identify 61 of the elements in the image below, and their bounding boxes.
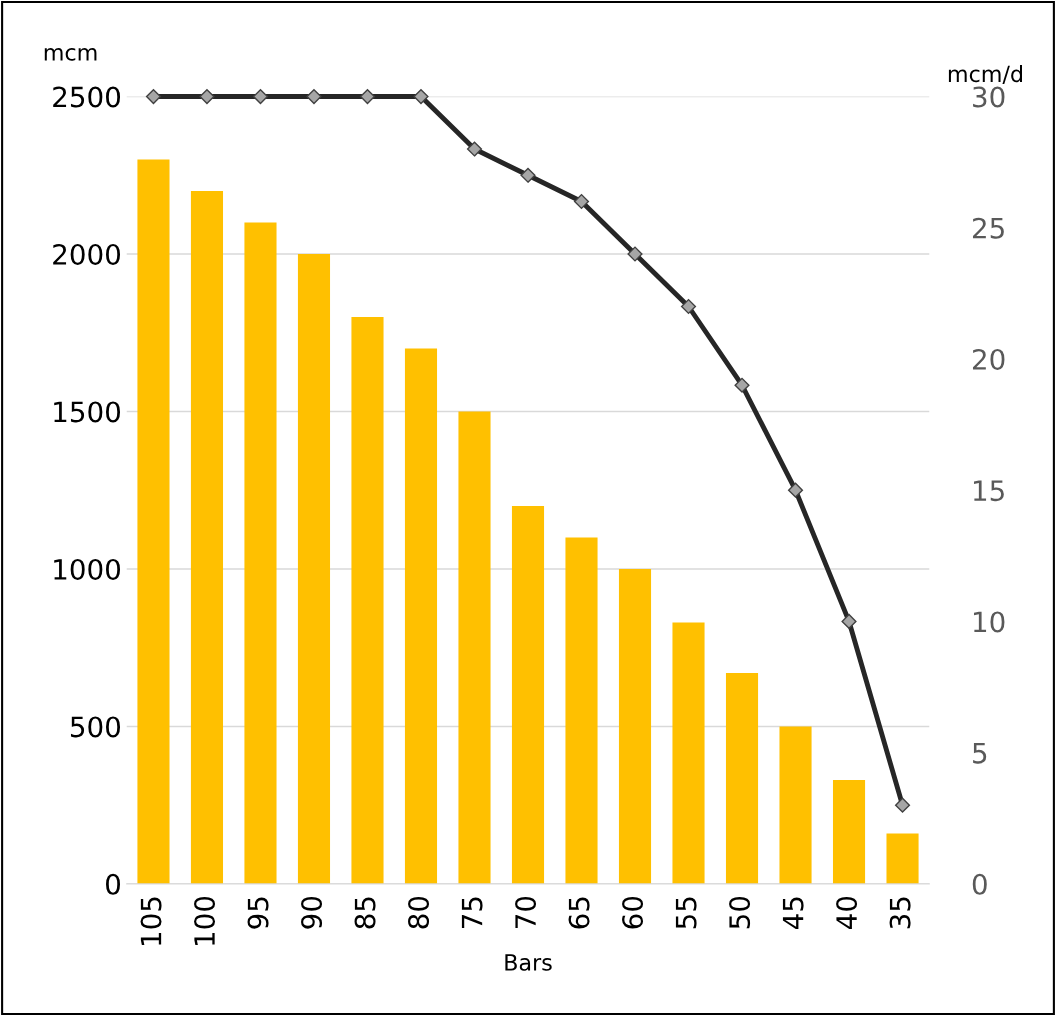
point [413, 88, 429, 105]
y-tick-label: 500 [70, 716, 121, 738]
x-tick-label: 35 [889, 897, 911, 929]
x-tick-label: 75 [461, 897, 483, 929]
x-tick-label: 65 [568, 897, 590, 929]
y2-tick-label: 5 [973, 742, 987, 764]
bar [618, 568, 652, 884]
y-axis-title: mcm [44, 47, 97, 61]
y2-axis-title: mcm/d [948, 65, 1022, 84]
bar [190, 191, 224, 884]
x-tick-label: 50 [729, 896, 751, 929]
bar [297, 254, 331, 884]
bar [725, 672, 759, 884]
bar [511, 505, 545, 884]
x-tick-label: 55 [675, 897, 697, 929]
bar [137, 159, 170, 884]
y-tick-label: 2500 [53, 86, 121, 108]
y-tick-label: 2000 [53, 243, 121, 265]
point [359, 88, 376, 105]
y2-tick-label: 15 [974, 480, 1004, 502]
point [627, 246, 643, 262]
x-tick-label: 100 [194, 896, 216, 945]
point [734, 377, 750, 393]
x-tick-label: 70 [515, 896, 537, 929]
point [306, 88, 322, 105]
point [145, 88, 162, 105]
x-tick-label: 80 [408, 896, 430, 929]
bar [886, 833, 919, 884]
bar [832, 779, 866, 884]
y-tick-label: 0 [106, 873, 121, 895]
bar [565, 537, 598, 884]
bar [672, 622, 705, 884]
bar [351, 316, 384, 884]
point [841, 613, 857, 630]
y-tick-label: 1000 [54, 558, 121, 580]
x-tick-label: 60 [622, 896, 644, 929]
y2-tick-label: 25 [972, 217, 1004, 239]
y2-tick-label: 20 [972, 348, 1005, 370]
bar [244, 222, 277, 884]
y2-tick-label: 10 [974, 611, 1005, 633]
y-tick-label: 1500 [54, 401, 121, 423]
point [894, 797, 911, 813]
point [680, 298, 697, 315]
x-tick-label: 40 [836, 896, 858, 930]
bar [458, 411, 491, 884]
point [252, 88, 269, 105]
x-tick-label: 95 [247, 897, 269, 929]
x-axis-title: Bars [505, 954, 552, 971]
x-tick-label: 85 [354, 897, 376, 929]
point [787, 482, 804, 498]
y2-tick-label: 30 [973, 86, 1005, 108]
bar [779, 726, 812, 884]
x-tick-label: 105 [140, 897, 162, 945]
point [199, 88, 215, 105]
bar [404, 348, 438, 884]
y2-tick-label: 0 [972, 873, 987, 895]
point [466, 141, 483, 157]
point [573, 193, 590, 210]
x-tick-label: 90 [301, 896, 323, 929]
point [520, 167, 536, 183]
x-tick-label: 45 [782, 897, 804, 930]
